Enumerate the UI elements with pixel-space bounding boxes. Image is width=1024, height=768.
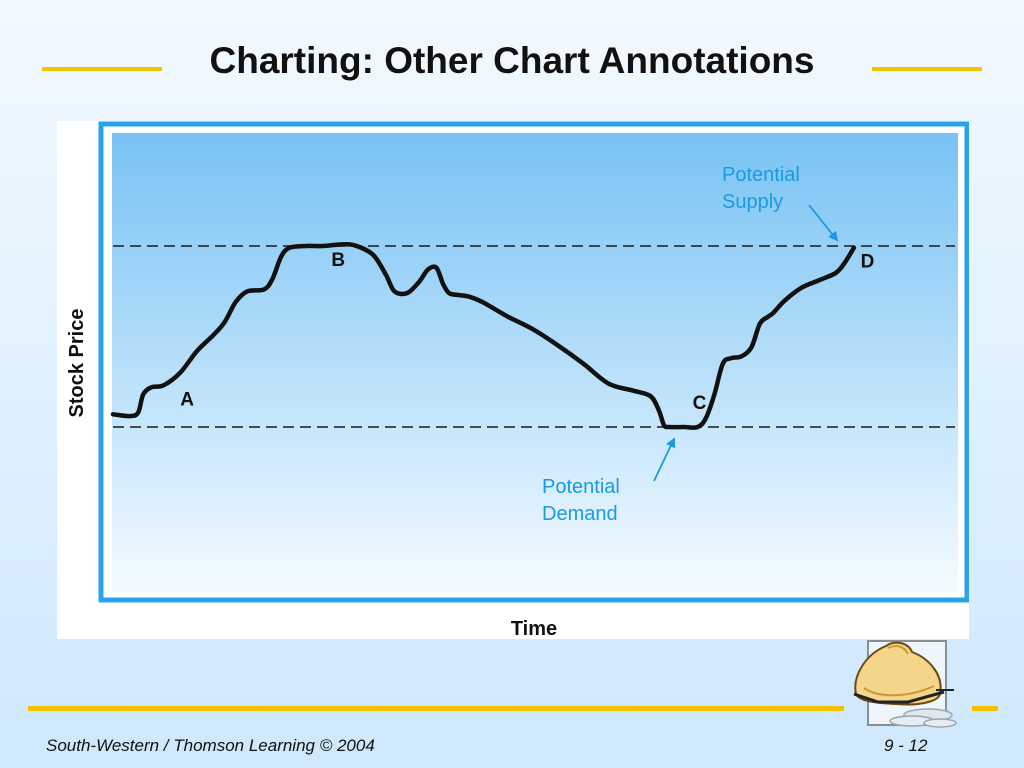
- footer-rule-left: [28, 706, 844, 711]
- potential-demand-label-line1: Potential: [542, 476, 620, 498]
- slide-title: Charting: Other Chart Annotations: [209, 40, 815, 81]
- point-b-label: B: [331, 250, 345, 271]
- footer-copyright: South-Western / Thomson Learning © 2004: [46, 736, 375, 755]
- point-c-label: C: [693, 393, 707, 414]
- money-bag-with-coins-icon: [853, 640, 957, 728]
- footer-rule-right: [972, 706, 998, 711]
- potential-demand-label-line2: Demand: [542, 503, 618, 525]
- potential-supply-arrow: [808, 204, 839, 242]
- point-d-label: D: [861, 252, 875, 273]
- stock-price-chart: A B C D Potential Supply Potential Demand S…: [66, 121, 969, 639]
- point-a-label: A: [180, 389, 194, 410]
- y-axis-label: Stock Price: [66, 309, 88, 418]
- potential-demand-arrow: [653, 437, 676, 482]
- x-axis-label: Time: [511, 618, 557, 639]
- slide-number: 9 - 12: [884, 736, 928, 755]
- title-rule-right: [872, 67, 982, 71]
- potential-supply-label-line2: Supply: [722, 191, 783, 213]
- plot-area: [112, 133, 958, 592]
- title-rule-left: [42, 67, 162, 71]
- potential-supply-label-line1: Potential: [722, 164, 800, 186]
- stock-price-line: [110, 241, 857, 430]
- chart-figure: A B C D Potential Supply Potential Demand S…: [57, 121, 969, 639]
